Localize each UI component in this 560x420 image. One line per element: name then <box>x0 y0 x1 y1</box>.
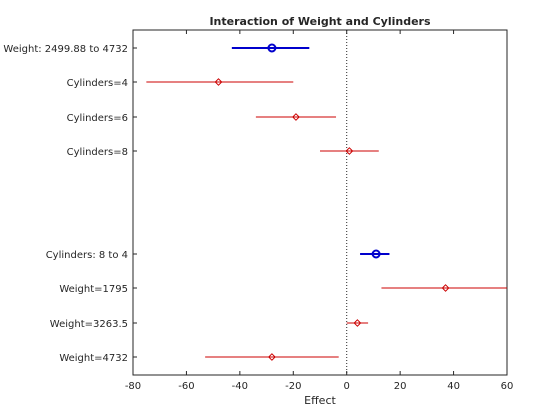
x-axis-label: Effect <box>304 394 336 407</box>
row-label: Weight: 2499.88 to 4732 <box>3 44 128 55</box>
conditional-effect-marker <box>441 284 450 292</box>
x-tick-label: 60 <box>501 381 514 392</box>
conditional-effect-marker <box>345 147 354 155</box>
row-label: Weight=1795 <box>59 284 128 295</box>
x-tick-label: 0 <box>344 381 350 392</box>
row-label: Cylinders=4 <box>67 78 128 89</box>
conditional-effect-marker <box>214 78 223 86</box>
row-label: Weight=4732 <box>59 353 128 364</box>
row-label: Cylinders=8 <box>67 147 128 158</box>
x-tick-label: 20 <box>394 381 407 392</box>
row-label: Weight=3263.5 <box>50 319 128 330</box>
main-effect-marker <box>267 43 277 53</box>
conditional-effect-marker <box>353 319 362 327</box>
row-label: Cylinders: 8 to 4 <box>46 250 128 261</box>
main-effect-marker <box>371 249 381 259</box>
conditional-effect-marker <box>268 353 276 361</box>
x-tick-label: -40 <box>232 381 248 392</box>
chart-title: Interaction of Weight and Cylinders <box>209 15 431 28</box>
x-tick-label: -80 <box>125 381 141 392</box>
row-label: Cylinders=6 <box>67 113 128 124</box>
x-tick-label: -20 <box>285 381 301 392</box>
conditional-effect-marker <box>292 113 300 121</box>
x-tick-label: 40 <box>447 381 460 392</box>
plot-area <box>132 29 508 376</box>
x-tick-label: -60 <box>178 381 194 392</box>
